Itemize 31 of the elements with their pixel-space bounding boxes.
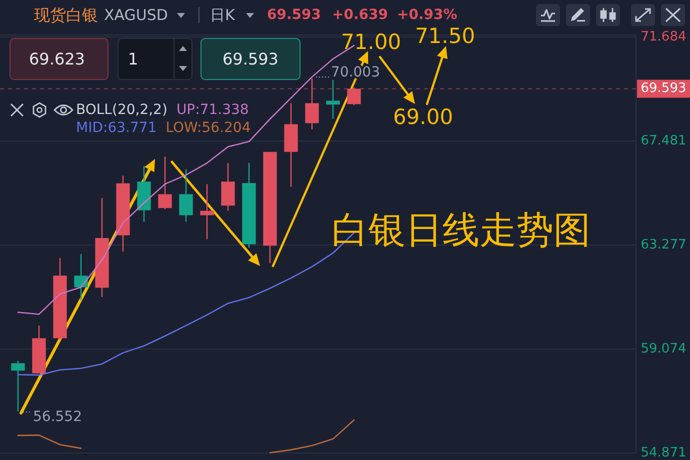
text: 71.50 [414,24,476,48]
text: XAGUSD [104,6,168,24]
y-tick-label: 71.684 [640,30,686,44]
text: +0.93% [397,7,458,23]
chart-title: 现货白银 [34,6,98,24]
annotation: 69.593 [222,50,278,68]
candlestick [305,78,319,130]
series-label: UP:71.338 [176,102,249,118]
candlestick [74,253,88,301]
text: +0.639 [332,7,388,23]
text: 69.00 [392,105,454,129]
annotation: 1 [128,50,138,68]
text: 69.593 [267,7,322,23]
annotation: 71.00 [340,30,402,54]
y-tick-label: 67.481 [640,133,686,148]
candlestick [179,168,193,222]
text: MID:63.771 [76,120,157,136]
text: LOW:56.204 [166,120,251,136]
candlestick [326,79,340,120]
annotation: 白银日线走势图 [332,208,590,252]
candlestick [347,86,361,106]
y-tick-label: 69.593 [640,81,686,96]
legend-title: BOLL(20,2,2) [76,102,168,118]
candlestick [200,183,214,240]
y-tick-label: 63.277 [640,238,686,253]
annotation: 69.623 [29,50,85,68]
y-tick-label: 59.074 [640,342,686,357]
candlestick [158,156,172,210]
annotation: 56.552 [33,409,82,425]
y-tick-label: 54.871 [640,446,686,460]
text: 日K [210,6,236,24]
